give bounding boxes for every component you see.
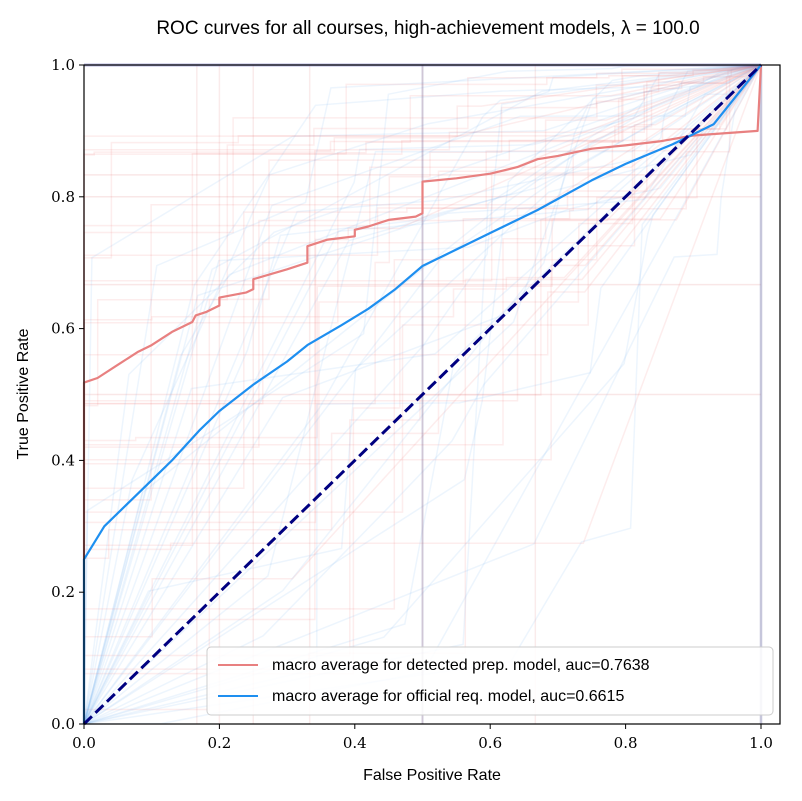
background-roc-curve: [83, 64, 762, 724]
background-roc-curve: [83, 64, 762, 725]
background-roc-curve: [83, 64, 762, 725]
plot-frame: [83, 64, 781, 725]
background-roc-curve: [83, 64, 762, 724]
background-roc-curve: [83, 64, 762, 724]
x-tick-label: 0.8: [614, 734, 638, 752]
background-roc-curve: [83, 64, 762, 725]
background-roc-curve: [83, 64, 762, 724]
legend-label-detected: macro average for detected prep. model, …: [272, 657, 650, 674]
series-layer: [82, 63, 763, 726]
y-tick-label: 0.4: [51, 451, 75, 469]
background-course-curves: [83, 63, 763, 725]
background-roc-curve: [83, 64, 762, 725]
legend-label-official: macro average for official req. model, a…: [272, 688, 624, 705]
background-roc-curve: [83, 64, 762, 724]
x-axis-ticks: 0.0 0.2 0.4 0.6 0.8 1.0: [72, 724, 773, 752]
background-roc-curve: [83, 64, 762, 724]
chance-diagonal-line: [82, 63, 763, 726]
background-roc-curve: [83, 64, 762, 724]
background-roc-curve: [83, 64, 762, 725]
x-tick-label: 0.6: [478, 734, 502, 752]
background-roc-curve: [83, 64, 762, 724]
background-roc-curve: [83, 64, 762, 725]
background-roc-curve: [83, 64, 762, 725]
background-roc-curve: [83, 64, 762, 724]
y-tick-label: 0.8: [51, 188, 75, 206]
background-roc-curve: [83, 64, 762, 724]
background-roc-curve: [83, 64, 762, 725]
background-roc-curve: [83, 64, 762, 725]
background-roc-curve: [83, 64, 762, 725]
x-tick-label: 0.4: [343, 734, 367, 752]
background-roc-curve: [83, 64, 762, 725]
background-roc-curve: [83, 64, 762, 725]
background-roc-curve: [83, 64, 762, 724]
background-roc-curve: [83, 64, 762, 725]
background-roc-curve: [83, 64, 762, 724]
background-roc-curve: [83, 64, 762, 725]
x-axis-label: False Positive Rate: [363, 767, 501, 784]
background-roc-curve: [83, 64, 762, 725]
background-roc-curve: [83, 64, 762, 725]
x-tick-label: 1.0: [749, 734, 773, 752]
background-roc-curve: [83, 64, 762, 725]
background-roc-curve: [83, 64, 762, 724]
background-roc-curve: [83, 64, 762, 724]
y-tick-label: 0.2: [51, 583, 75, 601]
x-tick-label: 0.0: [72, 734, 96, 752]
y-axis-label: True Positive Rate: [15, 328, 32, 459]
background-roc-curve: [83, 64, 762, 725]
chart-title: ROC curves for all courses, high-achieve…: [156, 18, 699, 39]
legend-box: [206, 646, 774, 716]
background-roc-curve: [83, 64, 762, 724]
background-roc-curve: [83, 64, 762, 724]
y-tick-label: 0.0: [51, 715, 75, 733]
background-roc-curve: [83, 64, 762, 724]
background-roc-curve: [83, 64, 762, 725]
background-roc-curve: [83, 64, 762, 725]
background-roc-curve: [83, 64, 762, 724]
background-roc-curve: [83, 64, 762, 724]
background-roc-curve: [83, 64, 762, 725]
x-tick-label: 0.2: [207, 734, 231, 752]
background-roc-curve: [83, 64, 762, 725]
background-roc-curve: [83, 64, 762, 724]
background-roc-curve: [83, 64, 762, 725]
series-line-official: [82, 64, 762, 724]
background-roc-curve: [83, 64, 762, 724]
background-roc-curve: [83, 64, 762, 724]
y-tick-label: 1.0: [51, 56, 75, 74]
legend: macro average for detected prep. model, …: [206, 646, 774, 716]
background-roc-curve: [83, 64, 762, 724]
background-roc-curve: [83, 64, 762, 725]
background-roc-curve: [83, 64, 762, 725]
y-axis-ticks: 0.0 0.2 0.4 0.6 0.8 1.0: [51, 56, 84, 733]
y-tick-label: 0.6: [51, 320, 75, 338]
background-roc-curve: [83, 64, 762, 725]
series-line-detected: [82, 64, 763, 724]
